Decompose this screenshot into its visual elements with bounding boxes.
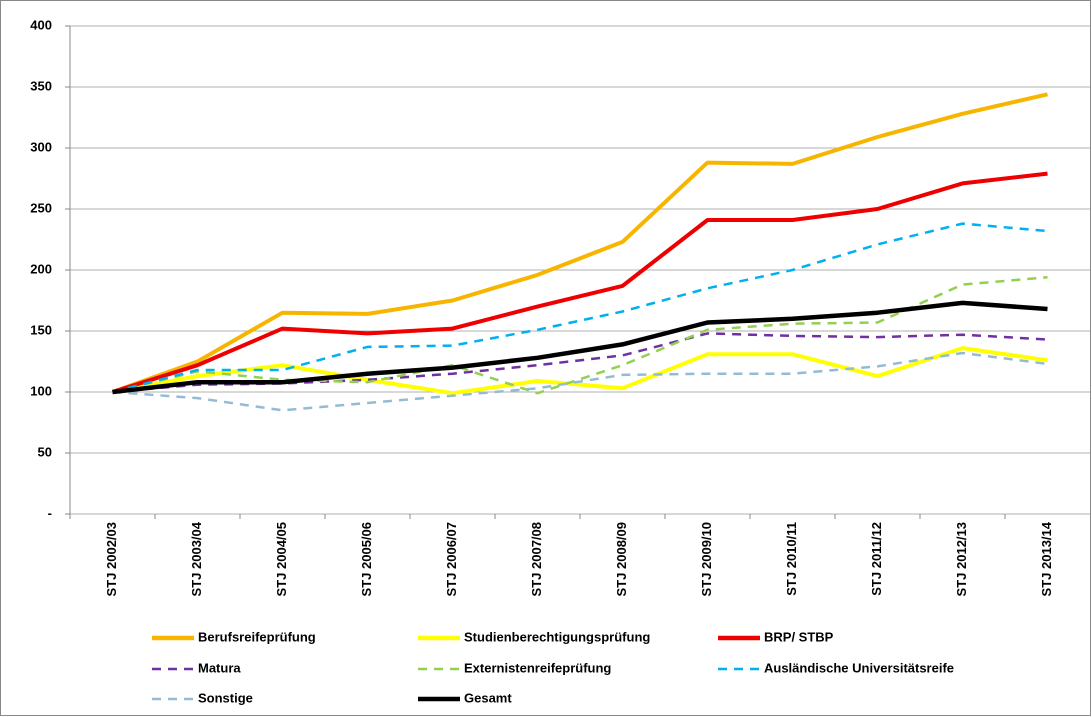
y-tick-label: 50 [38, 444, 52, 459]
y-tick-label: 250 [30, 200, 52, 215]
series-line [112, 300, 1048, 395]
x-tick-label: STJ 2003/04 [189, 521, 204, 596]
legend-label: BRP/ STBP [764, 629, 834, 644]
y-tick-label: - [48, 505, 52, 520]
y-tick-label: 150 [30, 322, 52, 337]
legend-label: Matura [198, 660, 241, 675]
series-line [111, 92, 1048, 394]
x-tick-label: STJ 2005/06 [359, 522, 374, 596]
y-tick-label: 200 [30, 261, 52, 276]
y-tick-label: 300 [30, 139, 52, 154]
series-line [112, 276, 1048, 395]
x-tick-label: STJ 2012/13 [954, 522, 969, 596]
x-tick-label: STJ 2008/09 [614, 522, 629, 596]
legend-label: Studienberechtigungsprüfung [464, 629, 650, 644]
x-tick-label: STJ 2011/12 [869, 522, 884, 596]
x-tick-label: STJ 2006/07 [444, 522, 459, 596]
series-line [111, 171, 1048, 394]
series-line [112, 332, 1048, 394]
y-tick-label: 400 [30, 17, 52, 32]
legend-label: Berufsreifeprüfung [198, 629, 316, 644]
legend-label: Ausländische Universitätsreife [764, 660, 954, 675]
legend-label: Sonstige [198, 690, 253, 705]
x-tick-label: STJ 2004/05 [274, 522, 289, 596]
legend-label: Gesamt [464, 690, 512, 705]
x-tick-label: STJ 2010/11 [784, 522, 799, 596]
series-line [112, 351, 1048, 412]
x-tick-label: STJ 2002/03 [104, 522, 119, 596]
y-tick-label: 350 [30, 78, 52, 93]
x-tick-label: STJ 2007/08 [529, 522, 544, 596]
y-tick-label: 100 [30, 383, 52, 398]
x-tick-label: STJ 2009/10 [699, 522, 714, 596]
series-line [112, 346, 1048, 396]
x-tick-label: STJ 2013/14 [1039, 521, 1054, 596]
legend-label: Externistenreifeprüfung [464, 660, 611, 675]
